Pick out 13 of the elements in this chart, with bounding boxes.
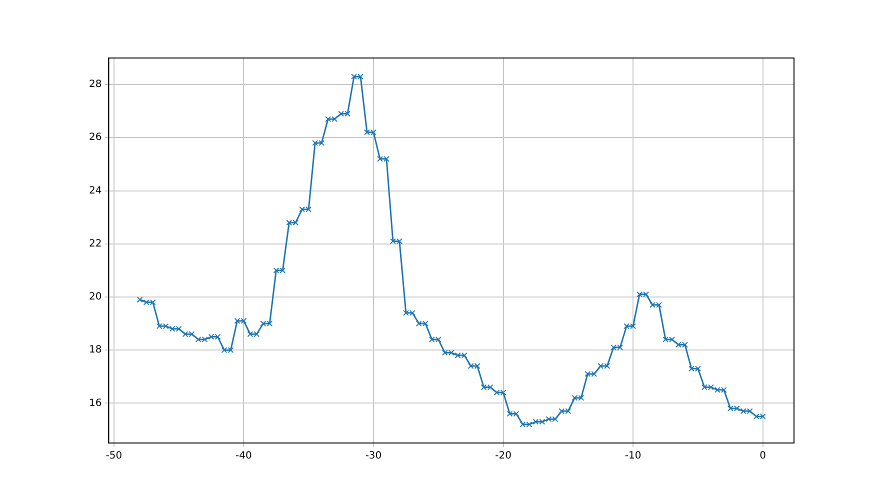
y-tick-label: 18: [88, 344, 102, 356]
y-tick-label: 20: [88, 292, 102, 303]
x-tick-label: 0: [760, 450, 766, 462]
y-tick-label: 26: [88, 132, 102, 144]
y-tick-label: 16: [88, 398, 102, 409]
y-tick-label: 28: [88, 79, 102, 90]
x-tick-label: -40: [236, 450, 252, 462]
x-tick-label: -30: [365, 450, 382, 462]
x-tick-label: -10: [624, 450, 642, 462]
y-tick-label: 24: [88, 185, 102, 196]
x-tick-label: -20: [495, 450, 512, 462]
y-tick-label: 22: [88, 238, 102, 250]
x-tick-label: -50: [106, 450, 122, 462]
